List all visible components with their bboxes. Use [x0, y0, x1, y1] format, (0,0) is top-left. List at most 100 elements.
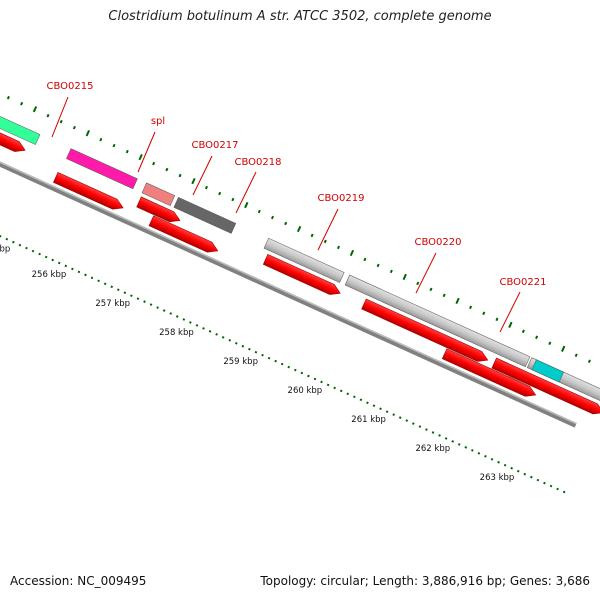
scale-dot [444, 437, 448, 440]
scale-dot [44, 255, 48, 259]
gene-box-cbo0215[interactable] [0, 79, 41, 145]
scale-dot [418, 425, 422, 428]
minor-tick [389, 269, 393, 274]
minor-tick [46, 113, 50, 118]
kbp-label: 258 kbp [159, 328, 194, 338]
kbp-label: 260 kbp [288, 386, 323, 396]
scale-dot [464, 446, 468, 449]
scale-dot [372, 404, 376, 408]
scale-dot [516, 469, 520, 473]
scale-dot [412, 422, 415, 425]
gene-label-cbo0215[interactable]: CBO0215 [47, 81, 94, 92]
scale-dot [208, 330, 212, 333]
minor-tick [336, 245, 341, 250]
scale-dot [71, 267, 74, 271]
scale-dot [38, 252, 41, 256]
scale-dot [510, 466, 514, 470]
scale-dot [523, 472, 527, 476]
gene-box-spl[interactable] [66, 148, 138, 190]
gene-label-cbo0221[interactable]: CBO0221 [500, 277, 547, 288]
scale-dot [543, 481, 546, 485]
scale-dot [116, 288, 120, 292]
gene-leader-line [317, 208, 339, 251]
cds-arrow[interactable] [53, 171, 125, 213]
cds-arrow[interactable] [361, 298, 490, 365]
major-tick [402, 273, 407, 281]
scale-dot [405, 419, 409, 422]
scale-dot [359, 398, 363, 402]
scale-dot [352, 395, 356, 399]
scale-dot [31, 249, 35, 253]
scale-dot [326, 383, 330, 387]
gene-label-spl[interactable]: spl [151, 116, 165, 127]
gene-box-cbo0219[interactable] [263, 237, 345, 283]
cds-arrow[interactable] [0, 93, 27, 156]
scale-dot [241, 344, 245, 348]
scale-dot [261, 353, 264, 357]
scale-dot [366, 401, 369, 405]
gene-box-cbo0220[interactable] [344, 274, 531, 368]
major-tick [561, 345, 566, 352]
gene-label-cbo0219[interactable]: CBO0219 [318, 193, 365, 204]
gene-box-cbo0217[interactable] [141, 182, 176, 207]
scale-dot [97, 279, 100, 283]
minor-tick [204, 185, 208, 190]
scale-dot [457, 443, 461, 446]
genome-backbone [0, 113, 577, 428]
major-tick [191, 177, 196, 185]
scale-dot [228, 338, 232, 342]
cds-arrow[interactable] [262, 253, 342, 298]
major-tick [455, 297, 460, 305]
scale-dot [503, 463, 507, 467]
scale-dot [530, 475, 533, 479]
minor-tick [257, 209, 261, 214]
minor-tick [574, 353, 578, 358]
scale-dot [398, 416, 402, 419]
scale-dot [182, 318, 186, 321]
scale-dot [333, 386, 336, 390]
scale-dot [536, 478, 540, 482]
scale-dot [149, 303, 153, 306]
cds-arrow[interactable] [441, 348, 538, 400]
scale-dot [549, 484, 553, 488]
scale-dot [280, 362, 284, 366]
scale-dot [287, 365, 291, 369]
scale-dot [320, 380, 323, 384]
scale-dot [215, 333, 218, 336]
scale-dot [175, 315, 179, 318]
minor-tick [376, 263, 380, 268]
scale-dot [57, 261, 61, 265]
gene-label-cbo0220[interactable]: CBO0220 [415, 237, 462, 248]
cds-arrow[interactable] [491, 357, 600, 418]
kbp-label: 255 kbp [0, 245, 10, 255]
cds-arrow[interactable] [136, 196, 183, 226]
minor-tick [429, 287, 433, 292]
scale-dot [438, 434, 441, 437]
cds-arrow[interactable] [148, 215, 220, 256]
gene-label-cbo0218[interactable]: CBO0218 [235, 157, 282, 168]
gene-leader-line [499, 291, 521, 333]
gene-box-cbo0218[interactable] [173, 196, 237, 234]
major-tick [138, 153, 143, 161]
kbp-label: 256 kbp [32, 270, 67, 280]
minor-tick [587, 359, 591, 364]
scale-dot [313, 377, 317, 381]
gene-label-cbo0217[interactable]: CBO0217 [192, 140, 239, 151]
gene-leader-line [415, 252, 437, 294]
scale-dot [202, 327, 205, 330]
gene-leader-line [192, 155, 213, 196]
gene-leader-line [137, 131, 156, 173]
major-tick [349, 249, 355, 257]
scale-dot [490, 457, 494, 461]
gene-leader-line [51, 96, 69, 138]
scale-dot [77, 270, 81, 274]
scale-dot [0, 234, 2, 238]
scale-dot [84, 273, 87, 277]
scale-dot [169, 312, 173, 315]
major-tick [32, 106, 38, 113]
gene-box-partial[interactable] [531, 359, 564, 383]
scale-dot [5, 237, 9, 241]
kbp-label: 259 kbp [223, 357, 258, 367]
minor-tick [270, 215, 275, 220]
topology-text: Topology: circular; Length: 3,886,916 bp… [260, 574, 590, 588]
